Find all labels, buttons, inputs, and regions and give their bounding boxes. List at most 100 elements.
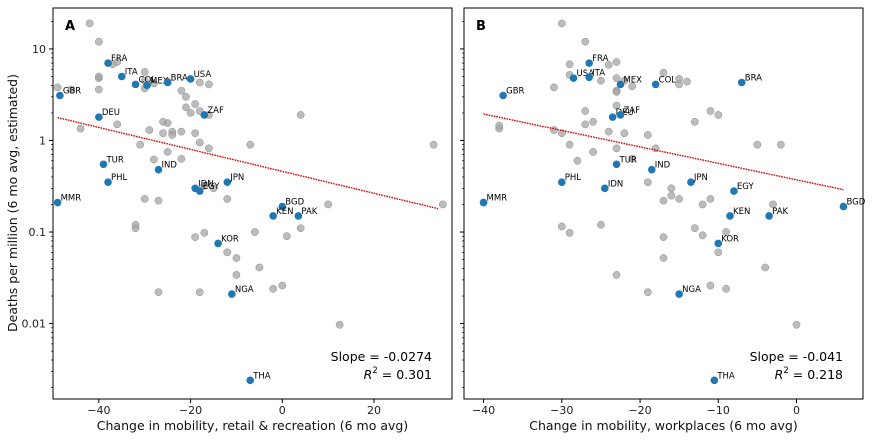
- highlight-point-tha: [710, 376, 719, 385]
- point-label-bgd: BGD: [285, 198, 304, 208]
- grey-point: [136, 140, 144, 149]
- grey-point: [283, 232, 291, 241]
- point-label-tur: TUR: [105, 155, 123, 165]
- grey-point: [113, 58, 122, 66]
- grey-point: [612, 74, 621, 82]
- grey-point: [429, 140, 438, 149]
- grey-point: [690, 117, 699, 126]
- highlight-point-idn: [601, 184, 609, 193]
- grey-point: [131, 220, 140, 229]
- highlight-point-phl: [104, 178, 112, 187]
- grey-point: [698, 200, 707, 209]
- grey-point: [667, 191, 676, 200]
- grey-point: [191, 100, 200, 108]
- highlight-point-egy: [730, 187, 738, 195]
- x-axis-label: Change in mobility, retail & recreation …: [97, 418, 408, 433]
- grey-point: [644, 288, 652, 297]
- point-label-ind: IND: [655, 161, 671, 171]
- point-label-tur: TUR: [619, 155, 637, 165]
- grey-point: [95, 72, 103, 81]
- grey-point: [565, 140, 574, 149]
- point-label-idn: IDN: [608, 179, 623, 189]
- x-tick-label: −40: [87, 404, 110, 417]
- highlight-point-ita: [585, 73, 593, 82]
- point-label-col: COL: [139, 75, 157, 85]
- point-label-deu: DEU: [102, 108, 120, 118]
- grey-point: [597, 76, 605, 85]
- grey-point: [186, 109, 195, 117]
- highlight-point-phl: [557, 178, 566, 187]
- grey-point: [651, 144, 660, 153]
- grey-point: [604, 127, 613, 136]
- grey-point: [792, 320, 801, 329]
- highlight-point-gbr: [499, 91, 507, 100]
- point-label-ken: KEN: [733, 207, 750, 217]
- point-label-mmr: MMR: [61, 194, 82, 204]
- grey-point: [769, 200, 777, 209]
- grey-point: [573, 156, 582, 165]
- point-label-jpn: JPN: [229, 173, 244, 183]
- point-label-zaf: ZAF: [623, 106, 640, 116]
- grey-point: [296, 224, 305, 233]
- grey-point: [182, 103, 190, 112]
- grey-point: [145, 126, 154, 134]
- grey-point: [620, 129, 629, 138]
- grey-point: [644, 178, 652, 187]
- grey-point: [581, 37, 590, 46]
- point-label-usa: USA: [194, 70, 212, 80]
- grey-point: [597, 220, 605, 229]
- point-label-ita: ITA: [125, 67, 138, 77]
- y-axis-label: Deaths per million (6 mo avg, estimated): [5, 74, 20, 332]
- grey-point: [706, 281, 715, 290]
- point-label-pak: PAK: [301, 207, 317, 217]
- grey-point: [195, 138, 204, 147]
- grey-point: [557, 19, 566, 28]
- highlight-point-ita: [117, 72, 126, 81]
- grey-point: [644, 131, 652, 139]
- highlight-point-jpn: [223, 178, 232, 187]
- grey-point: [154, 196, 163, 205]
- highlight-point-fra: [104, 59, 112, 67]
- grey-point: [761, 263, 770, 272]
- grey-point: [589, 148, 597, 156]
- highlight-point-ind: [647, 165, 656, 174]
- point-label-bgd: BGD: [846, 198, 865, 208]
- grey-point: [675, 80, 683, 89]
- x-tick-label: −30: [550, 404, 573, 417]
- highlight-point-mmr: [53, 198, 62, 207]
- highlight-point-jpn: [687, 178, 695, 187]
- grey-point: [223, 248, 232, 257]
- grey-point: [324, 200, 333, 209]
- grey-point: [95, 37, 103, 46]
- panel-letter: A: [65, 19, 75, 34]
- grey-point: [659, 196, 668, 205]
- point-label-ind: IND: [161, 161, 177, 171]
- x-tick-label: 20: [367, 404, 381, 417]
- grey-point: [296, 111, 305, 119]
- highlight-point-usa: [569, 74, 578, 82]
- grey-point: [612, 87, 621, 96]
- grey-point: [550, 83, 558, 92]
- y-tick-label: 10: [32, 43, 46, 56]
- grey-point: [589, 117, 597, 126]
- highlight-point-pak: [294, 212, 303, 220]
- highlight-point-ind: [154, 165, 163, 174]
- highlight-point-bgd: [839, 202, 848, 211]
- grey-point: [182, 92, 190, 101]
- grey-point: [195, 288, 204, 297]
- grey-point: [177, 86, 186, 95]
- grey-point: [581, 120, 590, 129]
- slope-annotation: Slope = -0.0274: [331, 349, 432, 364]
- highlight-point-ken: [269, 212, 277, 220]
- grey-point: [612, 58, 621, 66]
- grey-point: [150, 79, 158, 88]
- grey-point: [659, 254, 668, 262]
- highlight-point-nga: [228, 290, 236, 298]
- x-tick-label: −40: [472, 404, 495, 417]
- point-label-kor: KOR: [721, 234, 739, 244]
- grey-point: [140, 195, 149, 203]
- x-tick-label: −10: [707, 404, 730, 417]
- grey-point: [163, 119, 172, 127]
- grey-point: [675, 195, 683, 203]
- grey-point: [246, 140, 255, 149]
